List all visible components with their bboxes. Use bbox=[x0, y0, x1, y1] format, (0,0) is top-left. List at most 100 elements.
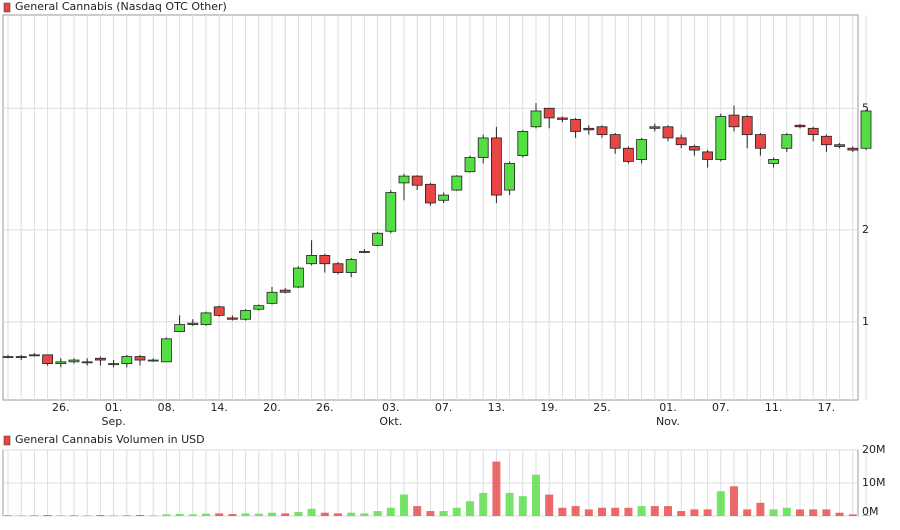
candle-body bbox=[768, 159, 779, 164]
x-tick-label: 19. bbox=[540, 401, 558, 414]
candle-body bbox=[385, 192, 397, 232]
candle-body bbox=[570, 118, 581, 132]
volume-bar bbox=[611, 507, 620, 516]
candle-body bbox=[477, 137, 489, 158]
volume-bar bbox=[796, 509, 804, 516]
volume-bar bbox=[426, 511, 435, 516]
candle-body bbox=[530, 110, 542, 128]
volume-bar bbox=[835, 512, 844, 516]
y-tick-label: 1 bbox=[862, 315, 869, 328]
volume-bar bbox=[598, 507, 606, 516]
volume-bar bbox=[188, 514, 197, 516]
candle-body bbox=[490, 137, 502, 196]
x-tick-label: 07. bbox=[435, 401, 453, 414]
candle-body bbox=[253, 305, 265, 310]
x-tick-label: 25. bbox=[593, 401, 611, 414]
plot: 26. 01.Sep.08. 14. 20. 26. 03.Okt.07. 13. 19. 25… bbox=[2, 15, 886, 518]
volume-bar bbox=[571, 506, 580, 516]
volume-bar bbox=[518, 496, 527, 516]
candle-body bbox=[438, 194, 450, 201]
candle-body bbox=[596, 126, 608, 136]
volume-bar bbox=[743, 509, 752, 516]
candle-body bbox=[319, 255, 331, 265]
volume-bar bbox=[782, 507, 791, 516]
candle-body bbox=[121, 356, 133, 365]
x-tick-label: 13. bbox=[488, 401, 506, 414]
candle-body bbox=[81, 361, 93, 364]
candle-body bbox=[15, 356, 27, 358]
volume-bar bbox=[43, 515, 52, 516]
candle-body bbox=[715, 116, 727, 160]
candle-body bbox=[55, 361, 67, 365]
volume-bar bbox=[83, 515, 92, 516]
x-tick-label: 17. bbox=[818, 401, 836, 414]
volume-bar bbox=[96, 515, 105, 516]
volume-bar bbox=[294, 512, 303, 516]
volume-bar bbox=[268, 512, 276, 516]
volume-bar bbox=[716, 491, 725, 516]
candle-body bbox=[292, 267, 304, 288]
month-label: Sep. bbox=[101, 415, 125, 428]
volume-bar bbox=[334, 513, 342, 516]
volume-bar bbox=[479, 492, 488, 516]
candle-body bbox=[609, 134, 621, 149]
candle-body bbox=[200, 312, 212, 325]
volume-bar bbox=[307, 508, 316, 516]
y-tick-label: 2 bbox=[862, 223, 869, 236]
volume-bar bbox=[848, 514, 857, 516]
volume-bar bbox=[822, 509, 831, 516]
candle-body bbox=[464, 157, 476, 173]
volume-bar bbox=[545, 494, 554, 516]
candle-body bbox=[834, 144, 845, 147]
x-tick-label: 03. bbox=[382, 401, 400, 414]
x-tick-label: 01. bbox=[105, 401, 123, 414]
candle-body bbox=[451, 175, 463, 191]
y-tick-label: 10M bbox=[862, 476, 886, 489]
candle-body bbox=[28, 354, 40, 357]
volume-bar bbox=[30, 515, 39, 516]
candle-body bbox=[702, 151, 713, 160]
volume-bar bbox=[175, 514, 184, 516]
candle-body bbox=[174, 324, 186, 332]
candle-body bbox=[372, 232, 384, 246]
candle-body bbox=[662, 126, 674, 139]
legend-icon bbox=[3, 435, 11, 446]
x-tick-label: 26. bbox=[52, 401, 70, 414]
x-tick-label: 01. bbox=[659, 401, 677, 414]
candle-body bbox=[108, 363, 119, 366]
x-tick-label: 14. bbox=[210, 401, 228, 414]
volume-bar bbox=[584, 509, 593, 516]
volume-bar bbox=[703, 509, 712, 516]
candle-body bbox=[160, 338, 172, 363]
volume-bar bbox=[452, 507, 461, 516]
volume-bar bbox=[241, 513, 250, 516]
volume-bar bbox=[4, 515, 12, 516]
candle-body bbox=[2, 356, 14, 358]
candle-body bbox=[266, 291, 278, 304]
volume-bar bbox=[558, 507, 567, 516]
volume-bar bbox=[809, 509, 818, 516]
candle-body bbox=[649, 126, 661, 129]
volume-title: General Cannabis Volumen in USD bbox=[15, 433, 205, 446]
x-tick-label: 26. bbox=[316, 401, 334, 414]
candle-body bbox=[424, 183, 436, 204]
candle-body bbox=[675, 137, 687, 146]
legend-icon bbox=[3, 2, 11, 13]
volume-bar bbox=[650, 506, 659, 516]
candle-body bbox=[636, 139, 647, 160]
volume-bar bbox=[281, 513, 290, 516]
volume-bar bbox=[677, 511, 686, 516]
volume-bar bbox=[17, 515, 26, 516]
volume-bar bbox=[532, 474, 540, 516]
candle-body bbox=[68, 359, 80, 363]
candle-body bbox=[332, 263, 344, 273]
volume-bar bbox=[254, 513, 263, 516]
candle-body bbox=[279, 289, 291, 293]
candle-body bbox=[755, 134, 766, 149]
candle-body bbox=[213, 306, 225, 316]
volume-bar bbox=[149, 515, 158, 516]
y-tick-label: 20M bbox=[862, 443, 886, 456]
candle-body bbox=[345, 259, 357, 273]
candle-body bbox=[807, 127, 819, 136]
month-label: Okt. bbox=[379, 415, 402, 428]
